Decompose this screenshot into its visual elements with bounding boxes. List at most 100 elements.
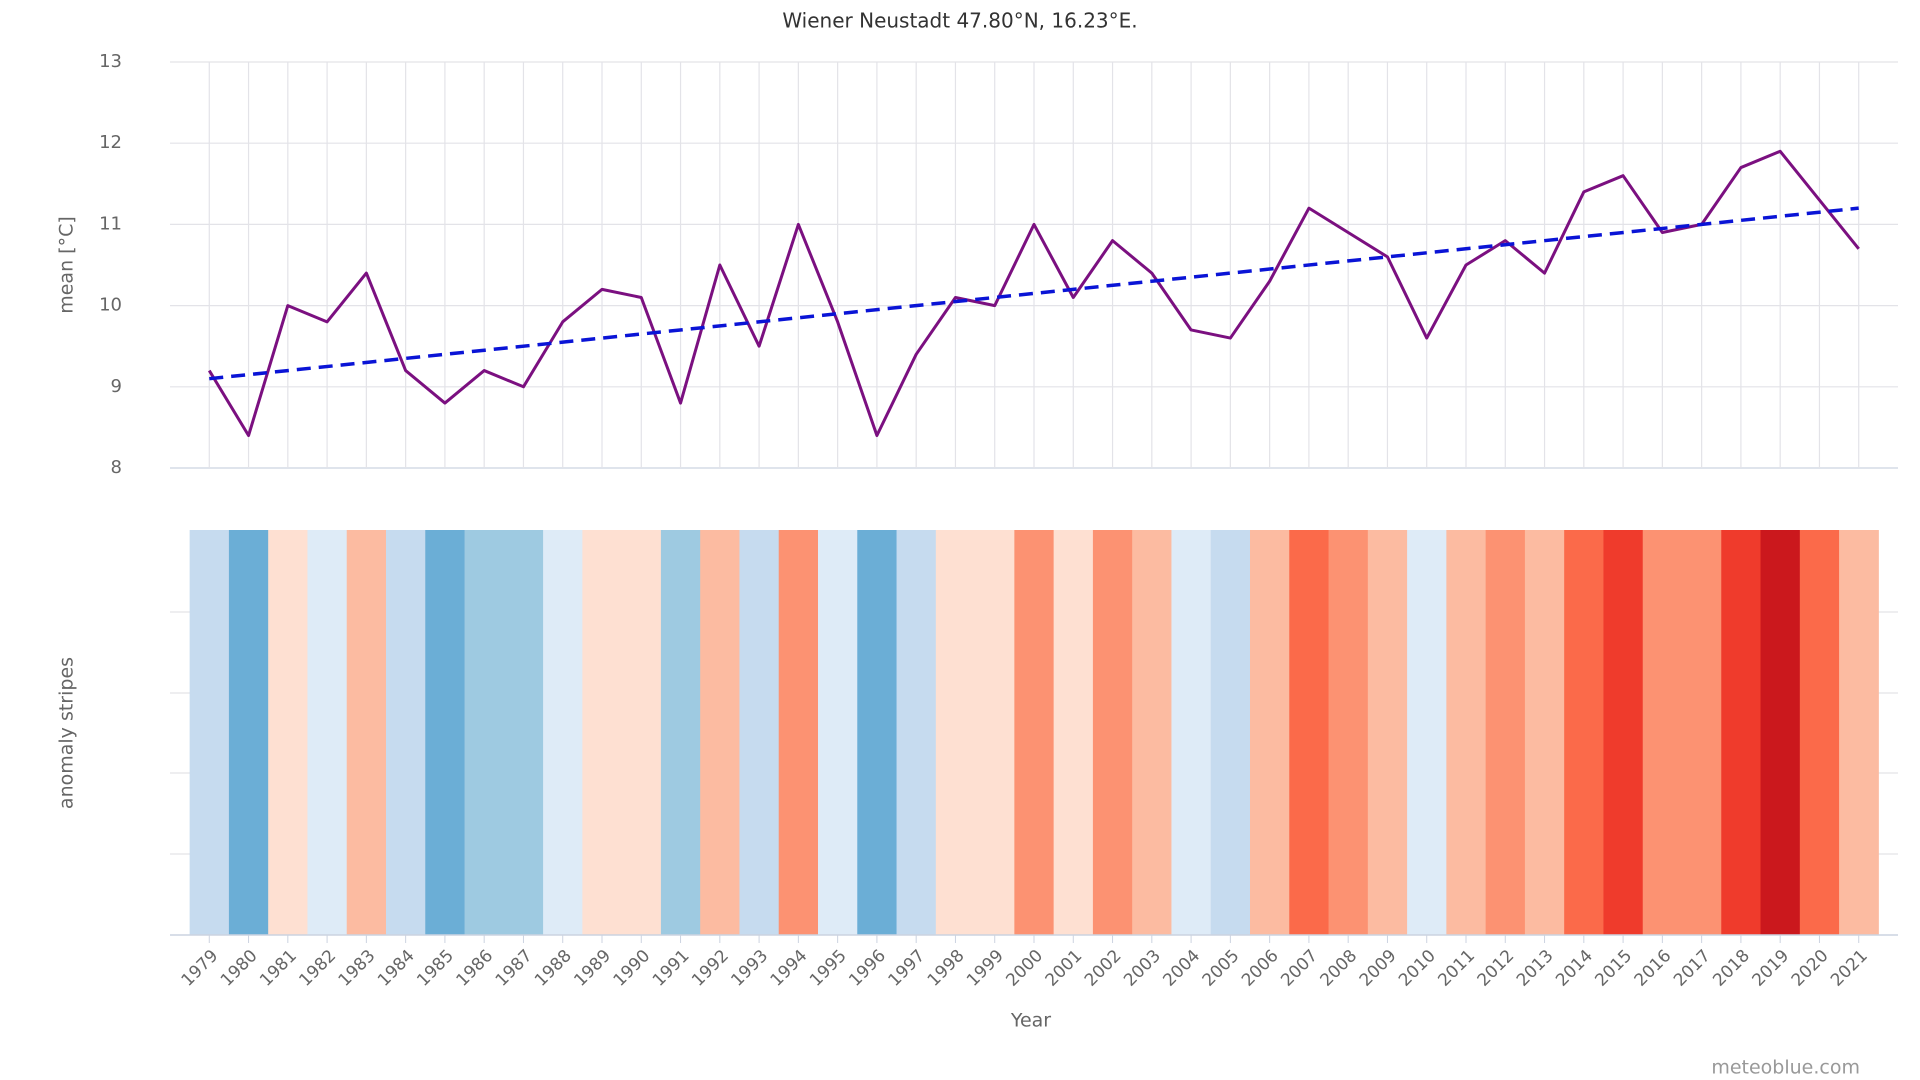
y-tick-label: 8	[111, 457, 122, 478]
x-tick-label: 2020	[1788, 946, 1833, 991]
y-tick-label: 11	[99, 213, 122, 234]
x-tick-label: 1982	[295, 946, 340, 991]
x-axis-label: Year	[1010, 1010, 1051, 1032]
anomaly-stripe	[1485, 530, 1526, 935]
anomaly-stripe	[1682, 530, 1722, 935]
x-tick-label: 2010	[1395, 946, 1440, 991]
x-tick-label: 2015	[1591, 946, 1636, 991]
anomaly-stripe	[425, 530, 466, 935]
anomaly-stripe	[818, 530, 858, 935]
x-tick-label: 1993	[727, 946, 772, 991]
anomaly-stripe	[1524, 530, 1565, 935]
anomaly-stripe	[346, 530, 387, 935]
x-tick-label: 2014	[1552, 946, 1597, 991]
anomaly-stripe	[1328, 530, 1369, 935]
anomaly-stripe	[1171, 530, 1212, 935]
anomaly-stripe	[189, 530, 230, 935]
anomaly-stripe	[700, 530, 740, 935]
x-tick-label: 1998	[924, 946, 969, 991]
anomaly-stripe	[1446, 530, 1487, 935]
x-tick-label: 1989	[570, 946, 615, 991]
anomaly-stripe	[1564, 530, 1604, 935]
x-tick-label: 2019	[1749, 946, 1794, 991]
x-tick-label: 2006	[1238, 946, 1283, 991]
x-tick-label: 1981	[256, 946, 301, 991]
x-tick-label: 1999	[963, 946, 1008, 991]
x-tick-label: 1995	[806, 946, 851, 991]
x-tick-label: 2001	[1042, 946, 1087, 991]
anomaly-stripe	[307, 530, 348, 935]
anomaly-stripe	[543, 530, 583, 935]
anomaly-stripe	[621, 530, 662, 935]
anomaly-stripe	[464, 530, 505, 935]
anomaly-stripe	[1407, 530, 1447, 935]
y-tick-label: 9	[111, 376, 122, 397]
chart-title: Wiener Neustadt 47.80°N, 16.23°E.	[782, 9, 1137, 33]
x-tick-label: 1980	[217, 946, 262, 991]
x-tick-label: 1994	[767, 946, 812, 991]
x-tick-label: 2011	[1434, 946, 1479, 991]
anomaly-stripe	[660, 530, 701, 935]
x-tick-label: 2003	[1120, 946, 1165, 991]
x-tick-label: 2007	[1277, 946, 1322, 991]
anomaly-stripe	[386, 530, 426, 935]
x-tick-label: 1986	[453, 946, 498, 991]
anomaly-stripe	[1210, 530, 1251, 935]
anomaly-stripe	[896, 530, 937, 935]
x-tick-label: 2002	[1081, 946, 1126, 991]
y-tick-label: 13	[99, 51, 122, 72]
x-tick-label: 1985	[413, 946, 458, 991]
anomaly-stripe	[1132, 530, 1172, 935]
y-tick-label: 12	[99, 132, 122, 153]
y-axis-label: mean [°C]	[56, 216, 78, 314]
data-line	[207, 149, 1860, 438]
anomaly-stripe	[503, 530, 544, 935]
anomaly-stripe	[1289, 530, 1330, 935]
y-tick-label: 10	[99, 295, 122, 316]
x-tick-label: 2004	[1159, 946, 1204, 991]
x-tick-label: 2005	[1199, 946, 1244, 991]
x-tick-label: 2009	[1356, 946, 1401, 991]
anomaly-stripe	[582, 530, 623, 935]
x-tick-label: 1984	[374, 946, 419, 991]
anomaly-stripe	[778, 530, 819, 935]
x-tick-label: 2016	[1631, 946, 1676, 991]
anomaly-stripe	[1092, 530, 1133, 935]
x-tick-label: 1988	[531, 946, 576, 991]
anomaly-stripe	[1721, 530, 1762, 935]
x-tick-label: 2000	[1002, 946, 1047, 991]
x-tick-label: 1983	[335, 946, 380, 991]
anomaly-stripe	[1014, 530, 1055, 935]
anomaly-stripe	[1839, 530, 1879, 935]
anomaly-stripe	[975, 530, 1015, 935]
anomaly-stripe	[1760, 530, 1801, 935]
x-tick-label: 1987	[492, 946, 537, 991]
anomaly-stripe	[1053, 530, 1094, 935]
x-tick-label: 1979	[178, 946, 223, 991]
trend-line	[209, 206, 1859, 381]
anomaly-stripe	[739, 530, 780, 935]
anomaly-stripe	[1603, 530, 1644, 935]
anomaly-stripe	[1799, 530, 1840, 935]
x-tick-label: 1996	[845, 946, 890, 991]
x-tick-label: 2013	[1513, 946, 1558, 991]
anomaly-stripe	[935, 530, 976, 935]
anomaly-stripe	[857, 530, 898, 935]
x-tick-label: 2008	[1317, 946, 1362, 991]
x-tick-label: 1990	[610, 946, 655, 991]
x-tick-label: 2018	[1709, 946, 1754, 991]
anomaly-stripe	[1250, 530, 1290, 935]
x-tick-label: 2012	[1474, 946, 1519, 991]
anomaly-stripe	[1367, 530, 1408, 935]
anomaly-stripe	[268, 530, 308, 935]
x-tick-label: 1997	[885, 946, 930, 991]
anomaly-stripe	[228, 530, 269, 935]
x-tick-label: 2017	[1670, 946, 1715, 991]
x-tick-label: 1992	[688, 946, 733, 991]
stripes-label: anomaly stripes	[56, 657, 78, 809]
anomaly-stripe	[1642, 530, 1683, 935]
credit: meteoblue.com	[1711, 1057, 1860, 1079]
x-tick-label: 1991	[649, 946, 694, 991]
x-tick-label: 2021	[1827, 946, 1872, 991]
